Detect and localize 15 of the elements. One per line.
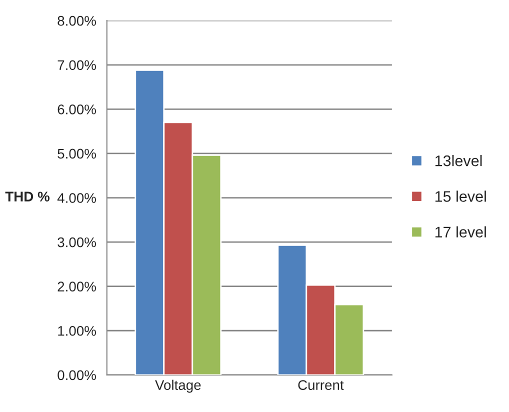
legend-label: 13level (435, 155, 482, 166)
y-tick-label: 2.00% (58, 282, 96, 292)
y-tick-label: 0.00% (58, 370, 96, 380)
y-tick-label: 1.00% (58, 326, 96, 336)
y-tick-label: 4.00% (57, 193, 96, 203)
y-tick-label: 6.00% (58, 104, 96, 114)
y-axis-title: THD % (5, 192, 50, 202)
y-tick-label: 3.00% (58, 237, 96, 248)
y-tick-label: 7.00% (58, 60, 96, 70)
legend-label: 15 level (435, 190, 486, 202)
legend-label: 17 level (435, 226, 486, 238)
y-tick-label: 8.00% (58, 16, 96, 26)
x-tick-label: Current (298, 380, 344, 390)
y-tick-label: 5.00% (58, 148, 96, 159)
x-tick-label: Voltage (155, 380, 201, 393)
